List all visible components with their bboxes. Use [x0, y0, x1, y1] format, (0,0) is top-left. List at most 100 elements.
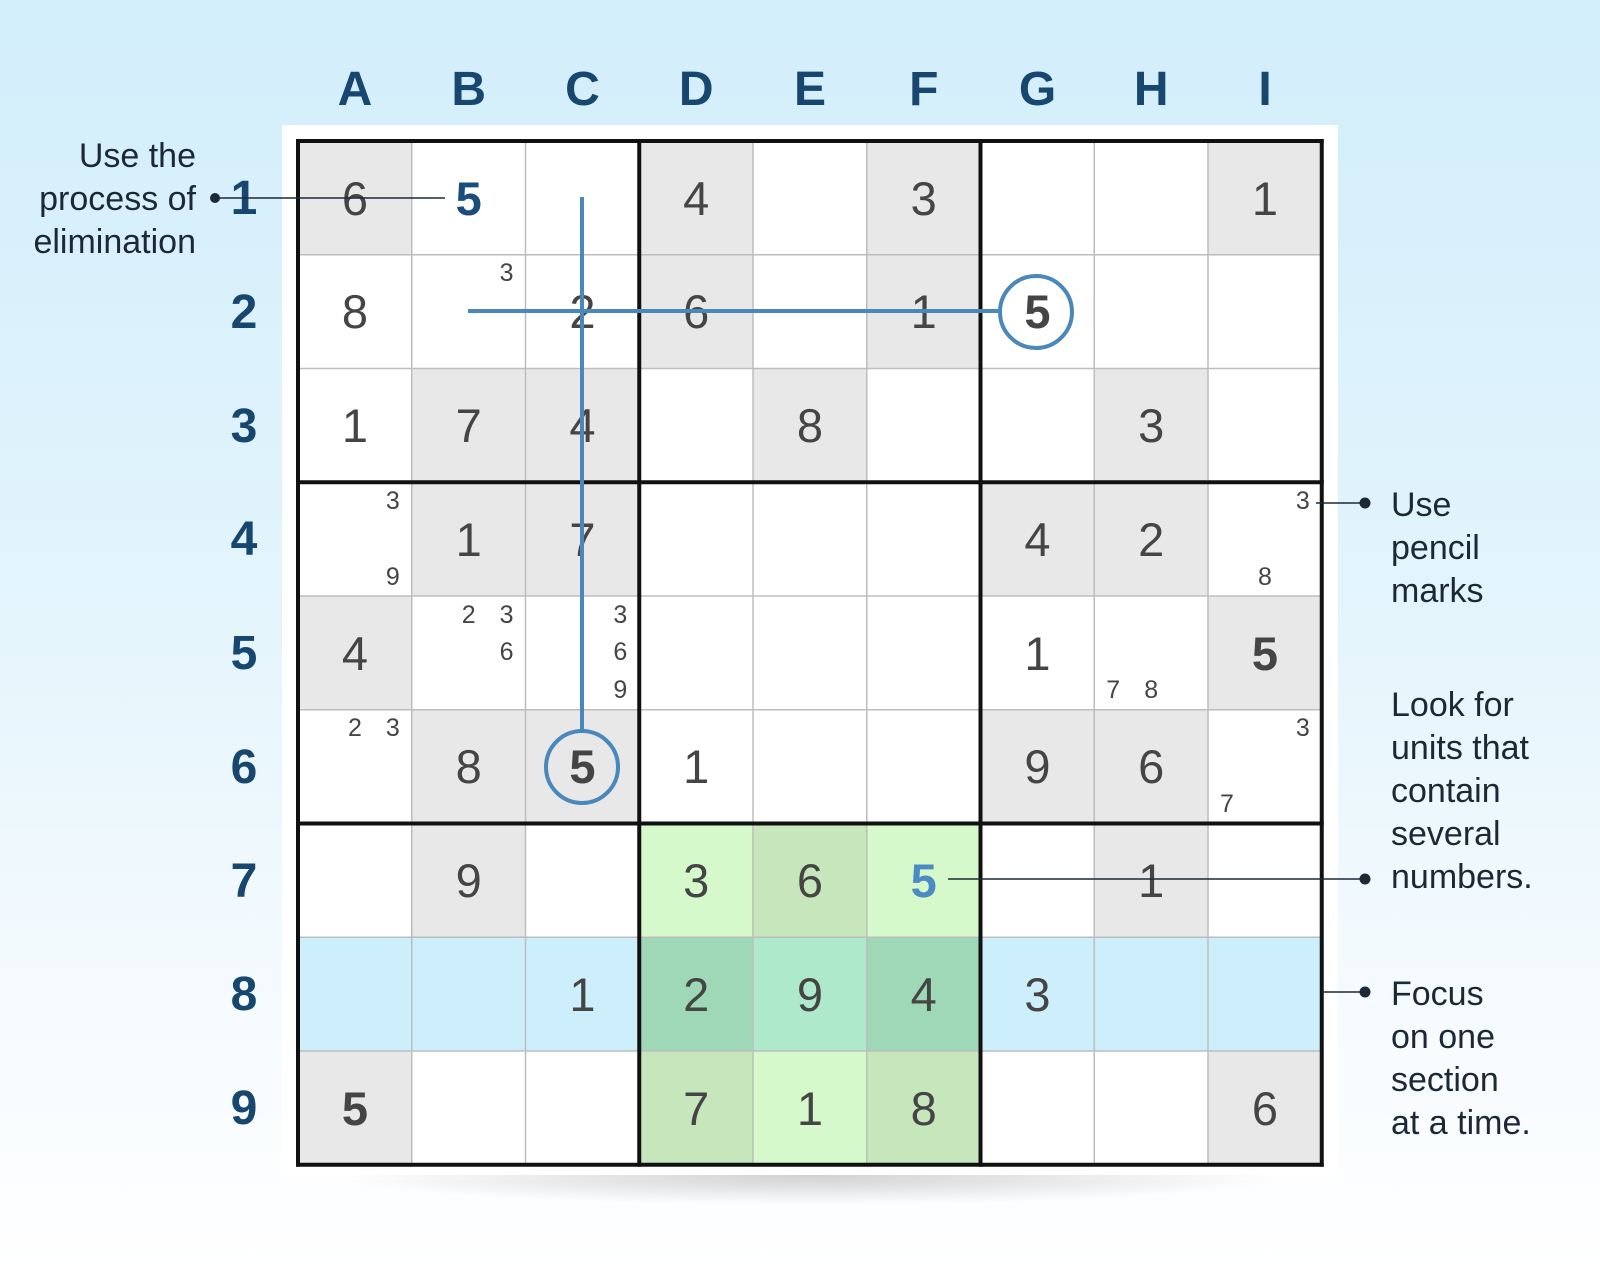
cell-A9[interactable]: 5 [298, 1051, 412, 1165]
cell-E3[interactable]: 8 [753, 368, 867, 483]
cell-I5[interactable]: 5 [1208, 596, 1322, 710]
circle-highlight-G2 [998, 274, 1074, 350]
cell-F8[interactable]: 4 [866, 937, 981, 1052]
cell-I1[interactable]: 1 [1208, 141, 1322, 255]
cell-value: 6 [1251, 1081, 1279, 1135]
cell-I8[interactable] [1208, 937, 1322, 1052]
cell-H7[interactable]: 1 [1094, 823, 1209, 938]
cell-G4[interactable]: 4 [980, 482, 1095, 597]
cell-G7[interactable] [980, 823, 1095, 938]
cell-value: 2 [1138, 512, 1165, 566]
annotation-line: Use [1391, 486, 1452, 524]
row-header-4: 4 [230, 513, 258, 567]
annotation-units: Look for units that contain several numbers. [1391, 684, 1533, 899]
cell-G8[interactable]: 3 [980, 937, 1095, 1052]
cell-E6[interactable] [753, 709, 867, 824]
cell-I7[interactable] [1208, 823, 1322, 938]
cell-value: 5 [455, 171, 482, 225]
cell-G6[interactable]: 9 [980, 709, 1095, 824]
cell-H2[interactable] [1094, 254, 1209, 369]
cell-H4[interactable]: 2 [1094, 482, 1209, 597]
annotation-line: units that [1391, 729, 1529, 767]
cell-H3[interactable]: 3 [1094, 368, 1209, 483]
annotation-line: Focus [1391, 975, 1484, 1013]
cell-C7[interactable] [525, 823, 640, 938]
cell-F7[interactable]: 5 [866, 823, 981, 938]
cell-G5[interactable]: 1 [980, 596, 1095, 710]
cell-F4[interactable] [866, 482, 981, 597]
cell-A3[interactable]: 1 [298, 368, 412, 483]
cell-I9[interactable]: 6 [1208, 1051, 1322, 1165]
cell-E1[interactable] [753, 141, 867, 255]
cell-F3[interactable] [866, 368, 981, 483]
column-header-B: B [451, 63, 487, 116]
cell-H6[interactable]: 6 [1094, 709, 1209, 824]
cell-E5[interactable] [753, 596, 867, 710]
cell-C8[interactable]: 1 [525, 937, 640, 1052]
cell-value: 9 [1024, 740, 1051, 794]
row-header-3: 3 [230, 399, 258, 453]
cell-D3[interactable] [639, 368, 754, 483]
annotation-line: elimination [33, 223, 196, 261]
row-header-7: 7 [230, 854, 258, 908]
cell-A2[interactable]: 8 [298, 254, 412, 369]
cell-H8[interactable] [1094, 937, 1209, 1052]
cell-value: 8 [341, 285, 369, 339]
cell-value: 5 [910, 854, 937, 907]
cell-D9[interactable]: 7 [639, 1051, 754, 1165]
cell-D4[interactable] [639, 482, 754, 597]
pencil-mark: 3 [613, 600, 628, 629]
cell-G3[interactable] [980, 368, 1095, 483]
cell-B9[interactable] [411, 1051, 526, 1165]
cell-D5[interactable] [639, 596, 754, 710]
cell-H9[interactable] [1094, 1051, 1209, 1165]
cell-A5[interactable]: 4 [298, 596, 412, 710]
cell-value: 1 [683, 740, 710, 794]
cell-E4[interactable] [753, 482, 867, 597]
cell-D8[interactable]: 2 [639, 937, 754, 1052]
cell-B4[interactable]: 1 [411, 482, 526, 597]
cell-E9[interactable]: 1 [753, 1051, 867, 1165]
pencil-mark: 9 [613, 676, 628, 705]
annotation-focus: Focus on one section at a time. [1391, 973, 1531, 1145]
cell-D6[interactable]: 1 [639, 709, 754, 824]
annotation-line: numbers. [1391, 858, 1533, 896]
cell-E7[interactable]: 6 [753, 823, 867, 938]
cell-D1[interactable]: 4 [639, 141, 754, 255]
cell-B6[interactable]: 8 [411, 709, 526, 824]
cell-B8[interactable] [411, 937, 526, 1052]
cell-F5[interactable] [866, 596, 981, 710]
cell-B3[interactable]: 7 [411, 368, 526, 483]
cell-value: 5 [1024, 285, 1051, 339]
cell-G1[interactable] [980, 141, 1095, 255]
cell-A7[interactable] [298, 823, 412, 938]
cell-I2[interactable] [1208, 254, 1322, 369]
cell-G9[interactable] [980, 1051, 1095, 1165]
cell-F6[interactable] [866, 709, 981, 824]
cell-C9[interactable] [525, 1051, 640, 1165]
pencil-mark: 3 [1295, 714, 1310, 743]
column-header-G: G [1018, 63, 1057, 116]
cell-value: 1 [1024, 626, 1051, 680]
cell-I3[interactable] [1208, 368, 1322, 483]
row-header-2: 2 [230, 285, 258, 339]
cell-E8[interactable]: 9 [753, 937, 867, 1052]
cell-A8[interactable] [298, 937, 412, 1052]
cell-value: 3 [910, 171, 937, 225]
cell-F1[interactable]: 3 [866, 141, 981, 255]
cell-value: 9 [796, 967, 824, 1021]
cell-B7[interactable]: 9 [411, 823, 526, 938]
cell-value: 7 [455, 399, 482, 452]
annotation-dot [210, 193, 220, 203]
cell-D7[interactable]: 3 [639, 823, 754, 938]
cell-F9[interactable]: 8 [866, 1051, 981, 1165]
column-header-F: F [909, 63, 939, 116]
cell-H1[interactable] [1094, 141, 1209, 255]
